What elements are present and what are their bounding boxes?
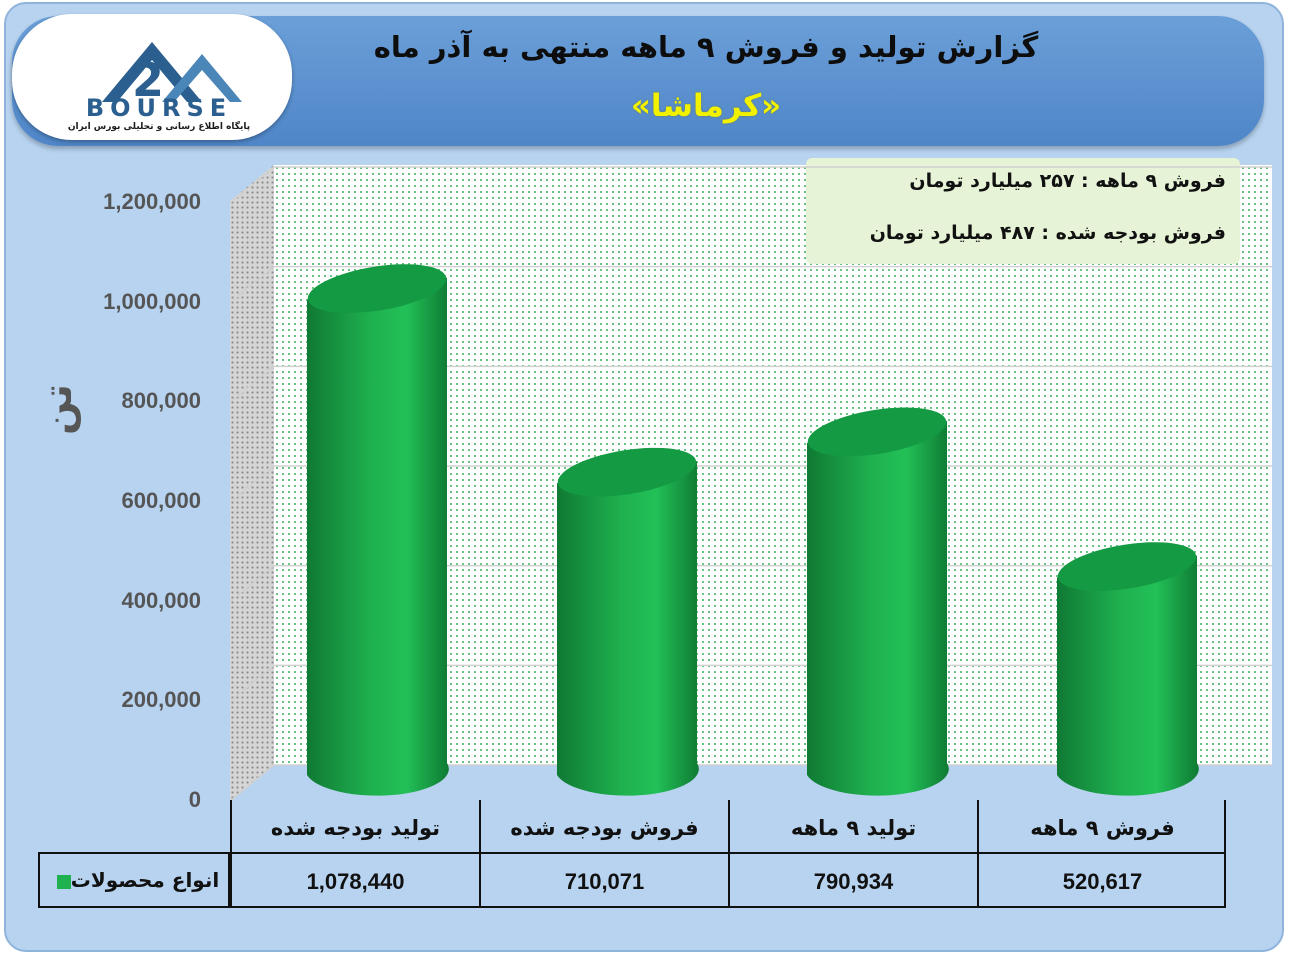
value-label: 790,934	[728, 852, 977, 908]
info-line-sales: فروش ۹ ماهه : ۲۵۷ میلیارد تومان	[909, 170, 1226, 192]
y-axis-unit: تن	[35, 383, 81, 435]
legend-cell: انواع محصولات	[38, 852, 230, 908]
legend-label: انواع محصولات	[70, 868, 220, 892]
data-table: انواع محصولات تولید بودجه شده 1,078,440 فر…	[38, 800, 1226, 910]
y-tick-label: 200,000	[121, 687, 201, 713]
category-label: تولید بودجه شده	[230, 800, 479, 852]
info-box: فروش ۹ ماهه : ۲۵۷ میلیارد تومان فروش بود…	[806, 158, 1240, 264]
logo-mark-icon: 2	[102, 42, 242, 107]
y-tick-label: 1,200,000	[103, 189, 201, 214]
svg-text:2: 2	[132, 53, 164, 107]
value-label: 710,071	[479, 852, 728, 908]
value-label: 520,617	[977, 852, 1226, 908]
info-line-budget: فروش بودجه شده : ۴۸۷ میلیارد تومان	[869, 222, 1226, 244]
y-tick-label: 800,000	[121, 388, 201, 414]
y-tick-label: 1,000,000	[103, 288, 201, 314]
chart-title: گزارش تولید و فروش ۹ ماهه منتهی به آذر م…	[373, 30, 1039, 64]
logo-word: BOURSE	[85, 94, 233, 122]
bourse24-logo: 2	[12, 14, 292, 140]
plot-floor	[230, 765, 1272, 801]
table-right-border	[1224, 800, 1226, 908]
category-label: فروش بودجه شده	[479, 800, 728, 852]
category-label: تولید ۹ ماهه	[728, 800, 977, 852]
y-tick-label: 0	[188, 787, 201, 812]
y-tick-label: 400,000	[121, 587, 201, 613]
value-label: 1,078,440	[230, 852, 479, 908]
y-tick-label: 600,000	[121, 488, 201, 513]
category-label: فروش ۹ ماهه	[977, 800, 1226, 852]
logo-tagline: پایگاه اطلاع رسانی و تحلیلی بورس ایران	[67, 122, 251, 132]
legend-swatch	[56, 874, 71, 889]
chart-subtitle: «کرماشا»	[630, 88, 782, 124]
plot-side-wall	[230, 165, 274, 801]
